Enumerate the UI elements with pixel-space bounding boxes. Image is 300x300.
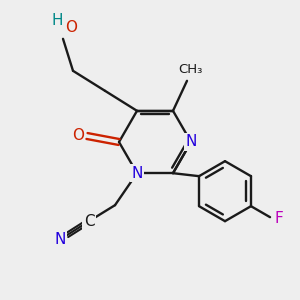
Text: CH₃: CH₃ [178, 63, 202, 76]
Text: H: H [51, 13, 63, 28]
Text: N: N [54, 232, 66, 247]
Text: O: O [72, 128, 84, 142]
Text: C: C [84, 214, 94, 229]
Text: N: N [185, 134, 197, 149]
Text: N: N [131, 166, 143, 181]
Text: F: F [275, 211, 284, 226]
Text: O: O [65, 20, 77, 35]
